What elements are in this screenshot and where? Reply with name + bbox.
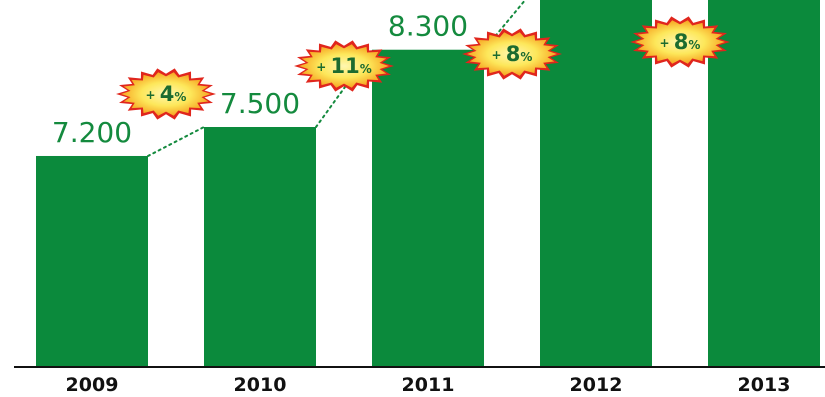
growth-badge: + 8%: [462, 28, 562, 80]
badge-sign: +: [660, 36, 674, 50]
category-label-2013: 2013: [738, 374, 791, 396]
growth-badge: + 11%: [294, 40, 394, 92]
badge-unit: %: [174, 90, 186, 104]
badge-label: + 8%: [660, 30, 701, 54]
badge-value: 8: [674, 30, 689, 54]
badge-label: + 8%: [492, 42, 533, 66]
trend-segment: [147, 126, 205, 157]
bar-2012: [540, 0, 652, 366]
value-label-2010: 7.500: [220, 87, 300, 120]
badge-sign: +: [316, 60, 330, 74]
badge-burst-inner: [121, 72, 211, 116]
growth-badge: + 8%: [630, 16, 730, 68]
value-label-2011: 8.300: [388, 10, 468, 43]
badge-unit: %: [520, 50, 532, 64]
badge-value: 4: [160, 82, 175, 106]
category-label-2012: 2012: [570, 374, 623, 396]
badge-burst-inner: [467, 32, 557, 76]
badge-sign: +: [146, 88, 160, 102]
badge-label: + 4%: [146, 82, 187, 106]
category-label-2009: 2009: [66, 374, 119, 396]
category-label-2010: 2010: [234, 374, 287, 396]
badge-burst-inner: [299, 44, 389, 88]
badge-unit: %: [688, 38, 700, 52]
badge-burst-inner: [635, 20, 725, 64]
value-label-2009: 7.200: [52, 116, 132, 149]
badge-label: + 11%: [316, 54, 372, 78]
growth-badge: + 4%: [116, 68, 216, 120]
category-label-2011: 2011: [402, 374, 455, 396]
badge-value: 11: [330, 54, 359, 78]
bar-2013: [708, 0, 820, 366]
badge-unit: %: [360, 62, 372, 76]
bar-2011: [372, 49, 484, 366]
bar-2010: [204, 127, 316, 366]
badge-value: 8: [506, 42, 521, 66]
badge-sign: +: [492, 48, 506, 62]
bar-2009: [36, 155, 148, 366]
